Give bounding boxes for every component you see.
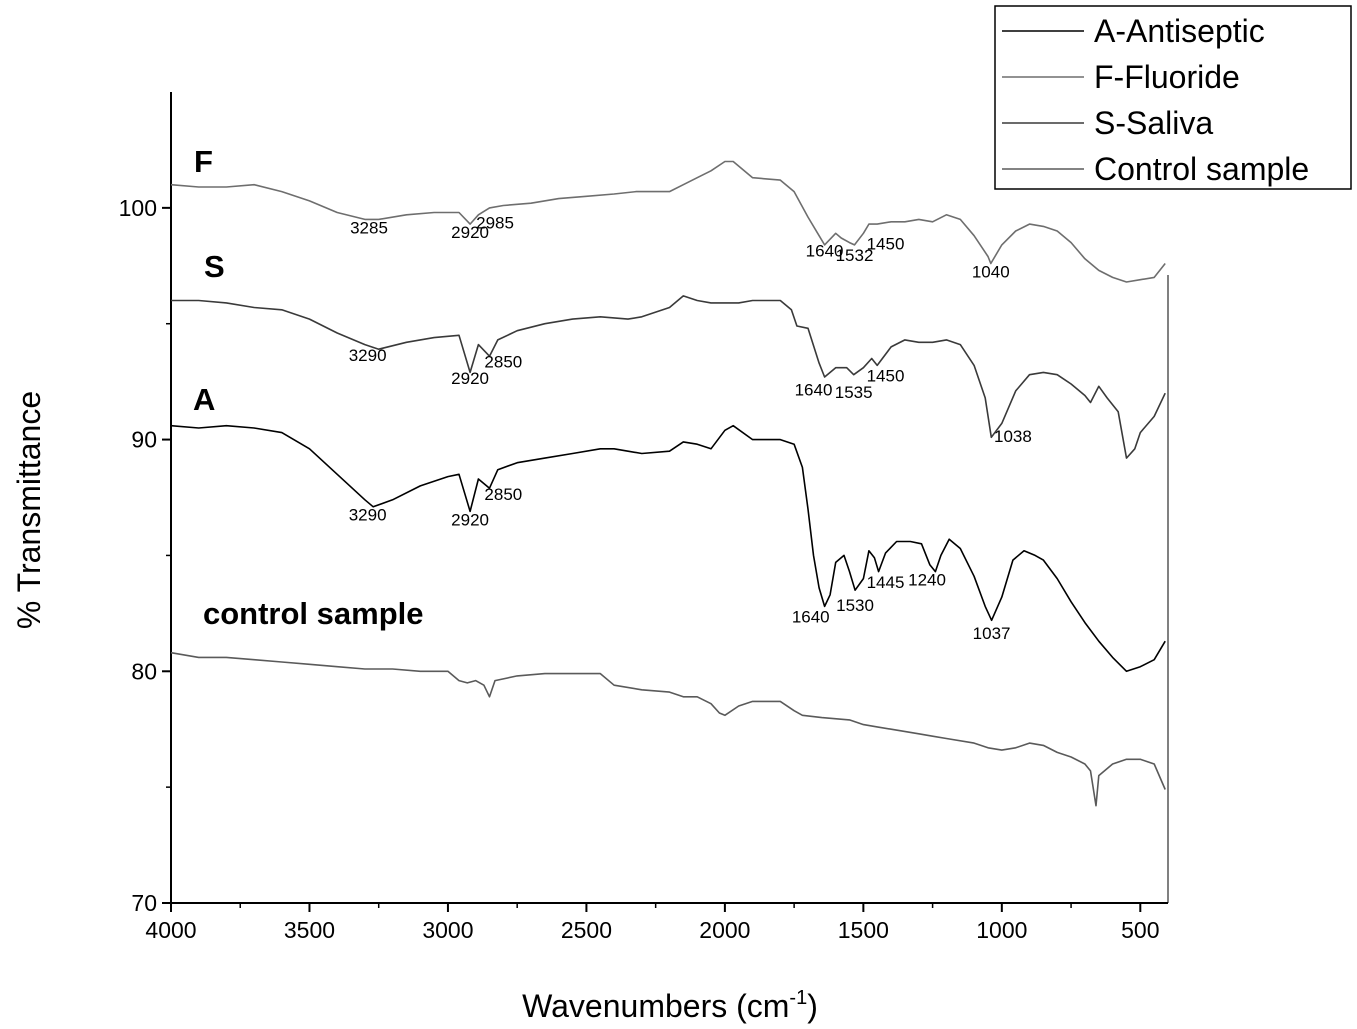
x-tick-label: 3000: [422, 917, 473, 943]
peak-label-F: 2920: [451, 223, 489, 242]
legend-label: S-Saliva: [1094, 105, 1213, 141]
y-tick-label: 90: [131, 427, 157, 453]
peak-label-S: 1535: [835, 383, 873, 402]
peak-label-F: 1450: [867, 235, 905, 254]
series-line-F: [170, 160, 1166, 283]
series-lines: [170, 160, 1166, 807]
x-axis-title-tail: ): [807, 988, 818, 1024]
legend-box: [994, 5, 1352, 190]
peak-label-S: 3290: [349, 346, 387, 365]
peak-label-F: 1640: [806, 242, 844, 261]
y-tick-label: 80: [131, 658, 157, 684]
peak-label-A: 1037: [973, 624, 1011, 643]
peak-label-S: 1450: [867, 367, 905, 386]
y-tick-label: 70: [131, 890, 157, 916]
x-tick-label: 1500: [838, 917, 889, 943]
peak-label-F: 1040: [972, 262, 1010, 281]
x-axis-title-main: Wavenumbers (cm: [522, 988, 789, 1024]
series-line-A: [170, 424, 1166, 673]
peak-label-S: 2920: [451, 369, 489, 388]
series-line-S: [171, 295, 1166, 459]
x-tick-label: 500: [1121, 917, 1159, 943]
peak-label-F: 1532: [836, 246, 874, 265]
legend-label: A-Antiseptic: [1094, 13, 1265, 49]
series-line-control: [170, 651, 1166, 807]
x-tick-label: 2000: [699, 917, 750, 943]
series-tag-S: S: [204, 249, 225, 284]
x-tick-label: 1000: [976, 917, 1027, 943]
series-tag-A: A: [193, 382, 215, 417]
series-tag-F: F: [194, 144, 213, 179]
peak-label-A: 1530: [836, 596, 874, 615]
axes: 4000 3500 3000 2500 2000 1500 1000 500 70 80 90 100: [119, 92, 1169, 943]
x-axis-title: Wavenumbers (cm-1): [522, 987, 818, 1024]
peak-label-S: 1038: [994, 427, 1032, 446]
peak-label-A: 2920: [451, 510, 489, 529]
series-tag-control: control sample: [203, 596, 424, 631]
peak-label-A: 2850: [484, 485, 522, 504]
x-axis-title-sup: -1: [789, 987, 807, 1009]
legend-label: Control sample: [1094, 151, 1309, 187]
y-axis-title: % Transmittance: [11, 391, 47, 629]
peak-annotations: 3285 292029851640153214501040329029202850…: [349, 214, 1032, 643]
x-tick-label: 3500: [284, 917, 335, 943]
peak-label-A: 1445: [867, 573, 905, 592]
peak-label-A: 1240: [908, 571, 946, 590]
legend: A-Antiseptic F-Fluoride S-Saliva Control sa…: [994, 5, 1352, 190]
peak-label-S: 2850: [484, 353, 522, 372]
x-tick-label: 2500: [561, 917, 612, 943]
peak-label-F: 3285: [350, 218, 388, 237]
legend-label: F-Fluoride: [1094, 59, 1240, 95]
peak-label-A: 1640: [792, 608, 830, 627]
x-tick-label: 4000: [145, 917, 196, 943]
peak-label-F: 2985: [476, 214, 514, 233]
y-tick-label: 100: [119, 195, 157, 221]
peak-label-S: 1640: [795, 381, 833, 400]
peak-label-A: 3290: [349, 506, 387, 525]
